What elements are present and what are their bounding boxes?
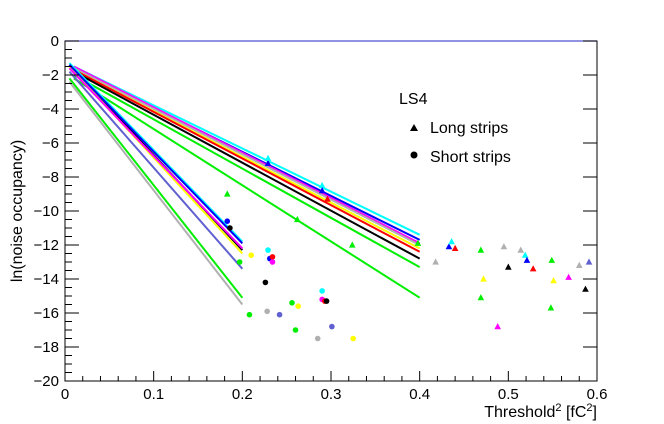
- x-tick-label: 0.1: [143, 386, 164, 403]
- long-strip-fit-line: [73, 77, 421, 299]
- long-strip-fit-line: [73, 74, 421, 268]
- legend-entry-short-strips: Short strips: [430, 149, 511, 166]
- y-tick-label: −20: [34, 373, 59, 390]
- long-strip-point: [575, 261, 583, 268]
- legend-triangle-marker: [410, 124, 418, 131]
- long-strip-fit-line: [73, 70, 421, 260]
- long-strip-point: [500, 243, 508, 250]
- long-strip-point: [348, 241, 356, 248]
- long-strip-point: [550, 277, 557, 284]
- legend: LS4 Long strips Short strips: [399, 91, 511, 166]
- long-strip-point: [582, 285, 589, 292]
- y-tick-label: −18: [34, 339, 59, 356]
- x-tick-label: 0.6: [587, 386, 608, 403]
- x-tick-label: 0.4: [409, 386, 430, 403]
- long-strip-point: [324, 195, 331, 202]
- long-strip-fit-line: [73, 69, 421, 253]
- long-strip-point: [264, 159, 272, 166]
- short-strip-point: [292, 327, 299, 333]
- y-tick-label: −6: [42, 135, 59, 152]
- y-tick-label: −2: [42, 67, 59, 84]
- long-strip-point: [264, 154, 272, 161]
- short-strip-point: [323, 298, 330, 304]
- legend-circle-marker: [410, 151, 418, 159]
- y-axis-title: ln(noise occupancy): [9, 140, 26, 282]
- long-strip-point: [318, 187, 326, 194]
- x-tick-label: 0.2: [232, 386, 253, 403]
- long-strip-point: [445, 243, 453, 250]
- short-strip-point: [265, 247, 271, 253]
- long-strip-point: [448, 238, 455, 245]
- long-strip-point: [517, 246, 525, 253]
- y-tick-label: −16: [34, 305, 59, 322]
- short-strip-fit-line: [68, 70, 244, 270]
- y-tick-label: −4: [42, 101, 59, 118]
- long-strip-point: [451, 244, 459, 251]
- legend-entry-long-strips: Long strips: [430, 120, 508, 137]
- short-strip-point: [276, 311, 283, 318]
- x-axis-title: Threshold2 [fC2]: [484, 402, 597, 421]
- short-strip-point: [236, 259, 243, 265]
- long-strip-point: [548, 256, 556, 263]
- short-strip-fit-line: [68, 64, 244, 244]
- short-strip-point: [269, 254, 276, 260]
- short-strip-fit-line: [68, 81, 244, 306]
- long-strip-point: [223, 190, 231, 197]
- y-tick-label: −10: [34, 203, 59, 220]
- short-strip-point: [350, 335, 356, 342]
- long-strip-point: [294, 215, 301, 223]
- long-strip-fit-line: [73, 65, 421, 236]
- short-strip-point: [224, 218, 231, 224]
- short-strip-point: [295, 303, 301, 310]
- short-strip-fit-line: [68, 77, 244, 299]
- long-strip-point: [547, 304, 555, 311]
- long-strip-point: [523, 256, 531, 263]
- short-strip-point: [289, 300, 295, 306]
- short-strip-point: [269, 259, 276, 265]
- long-strip-point: [480, 275, 487, 282]
- short-strip-point: [329, 323, 335, 330]
- short-strip-point: [248, 252, 254, 258]
- long-strip-point: [318, 181, 326, 189]
- long-strip-point: [477, 294, 485, 301]
- fit-lines: [68, 62, 421, 306]
- long-strip-point: [432, 258, 439, 265]
- short-strip-point: [319, 288, 325, 294]
- data-points: [223, 154, 593, 342]
- y-tick-label: −12: [34, 237, 59, 254]
- long-strip-point: [529, 265, 537, 272]
- long-strip-point: [494, 323, 501, 330]
- axes: 0 0.1 0.2 0.3 0.4 0.5 0.6 0 −2 −4 −6 −8 −10 −12 −14 −16…: [34, 33, 608, 403]
- short-strip-point: [227, 225, 233, 231]
- x-tick-label: 0: [61, 386, 69, 403]
- short-strip-fit-line: [68, 67, 244, 250]
- y-tick-label: −8: [42, 169, 59, 186]
- short-strip-point: [264, 308, 270, 315]
- x-tick-label: 0.5: [498, 386, 519, 403]
- long-strip-fit-line: [73, 67, 421, 246]
- short-strip-point: [246, 311, 253, 318]
- y-tick-label: −14: [34, 271, 59, 288]
- long-strip-point: [565, 273, 572, 280]
- long-strip-point: [477, 246, 485, 253]
- short-strip-point: [262, 279, 269, 286]
- long-strip-point: [585, 258, 593, 265]
- long-strip-point: [414, 239, 422, 246]
- y-tick-label: 0: [51, 33, 59, 50]
- long-strip-fit-line: [73, 65, 421, 245]
- short-strip-point: [314, 335, 321, 342]
- long-strip-point: [505, 263, 512, 270]
- long-strip-point: [521, 251, 529, 258]
- short-strip-fit-line: [68, 62, 244, 243]
- legend-title: LS4: [399, 91, 428, 108]
- x-tick-label: 0.3: [321, 386, 342, 403]
